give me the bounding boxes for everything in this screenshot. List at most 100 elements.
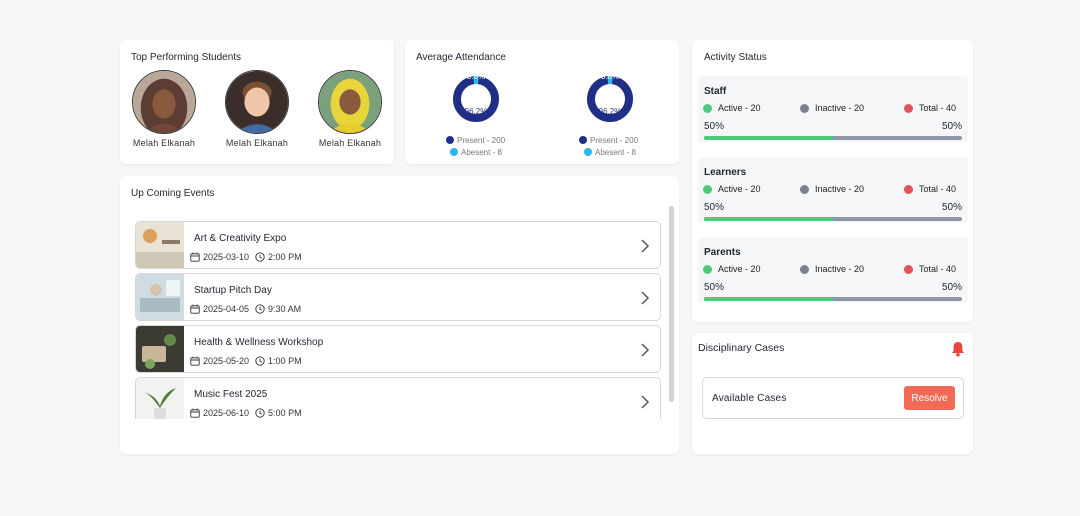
stat-total-label: Total - 40 <box>919 184 957 194</box>
clock-icon <box>255 408 265 418</box>
calendar-icon <box>190 252 200 262</box>
attendance-legend: Present - 200 Abesent - 8 <box>579 135 638 159</box>
student-name: Melah Elkanah <box>318 138 382 148</box>
events-scrollbar[interactable] <box>669 206 674 402</box>
left-percent: 50% <box>704 202 725 213</box>
absent-dot-icon <box>584 148 592 156</box>
chevron-right-icon[interactable] <box>640 394 650 410</box>
event-item[interactable]: Music Fest 2025 2025-06-10 5:00 PM <box>135 377 661 419</box>
stat-active: Active - 20 <box>703 184 761 194</box>
student-card[interactable]: Melah Elkanah <box>310 70 390 148</box>
event-item[interactable]: Art & Creativity Expo 2025-03-10 2:00 PM <box>135 221 661 269</box>
event-title: Startup Pitch Day <box>194 285 272 296</box>
total-dot-icon <box>904 103 913 113</box>
progress-bar <box>704 217 962 221</box>
donut-present-pct: 96.2% <box>598 107 622 116</box>
stat-total: Total - 40 <box>904 103 956 113</box>
event-item[interactable]: Health & Wellness Workshop 2025-05-20 1:… <box>135 325 661 373</box>
event-date: 2025-03-10 <box>203 252 250 262</box>
stat-inactive: Inactive - 20 <box>800 264 864 274</box>
progress-bar-fill <box>704 297 833 301</box>
event-meta: 2025-06-10 5:00 PM <box>190 408 302 418</box>
event-meta: 2025-03-10 2:00 PM <box>190 252 302 262</box>
stat-total: Total - 40 <box>904 264 956 274</box>
activity-title: Activity Status <box>704 52 767 63</box>
student-name: Melah Elkanah <box>225 138 289 148</box>
clock-icon <box>255 304 265 314</box>
right-percent: 50% <box>941 121 962 132</box>
event-meta: 2025-05-20 1:00 PM <box>190 356 302 366</box>
stat-active: Active - 20 <box>703 264 761 274</box>
inactive-dot-icon <box>800 103 809 113</box>
left-percent: 50% <box>704 282 725 293</box>
student-avatar <box>132 70 196 134</box>
absent-dot-icon <box>450 148 458 156</box>
present-dot-icon <box>579 136 587 144</box>
stat-active-label: Active - 20 <box>718 184 761 194</box>
right-percent: 50% <box>941 202 962 213</box>
calendar-icon <box>190 356 200 366</box>
stat-active-label: Active - 20 <box>718 103 761 113</box>
group-title: Staff <box>704 86 727 97</box>
legend-absent: Abesent - 8 <box>446 147 505 159</box>
event-title: Health & Wellness Workshop <box>194 337 324 348</box>
active-dot-icon <box>703 184 712 194</box>
chevron-right-icon[interactable] <box>640 342 650 358</box>
disciplinary-card: Disciplinary Cases Available Cases Resol… <box>692 333 973 454</box>
activity-group-staff: Staff Active - 20 Inactive - 20 Total - … <box>698 76 968 142</box>
event-title: Art & Creativity Expo <box>194 233 287 244</box>
attendance-donut[interactable]: 3.8% 96.2% <box>451 72 501 124</box>
progress-bar <box>704 297 962 301</box>
donut-present-pct: 96.2% <box>464 107 488 116</box>
stat-inactive: Inactive - 20 <box>800 184 864 194</box>
group-title: Parents <box>704 247 741 258</box>
events-card: Up Coming Events Art & Creativity Expo 2… <box>120 176 679 454</box>
group-title: Learners <box>704 167 747 178</box>
active-dot-icon <box>703 264 712 274</box>
right-percent: 50% <box>941 282 962 293</box>
event-time: 5:00 PM <box>268 408 302 418</box>
student-card[interactable]: Melah Elkanah <box>217 70 297 148</box>
events-title: Up Coming Events <box>131 188 215 199</box>
stat-active: Active - 20 <box>703 103 761 113</box>
event-thumbnail <box>136 378 184 419</box>
student-avatar <box>225 70 289 134</box>
event-item[interactable]: Startup Pitch Day 2025-04-05 9:30 AM <box>135 273 661 321</box>
attendance-legend: Present - 200 Abesent - 8 <box>446 135 505 159</box>
event-time: 9:30 AM <box>268 304 302 314</box>
stat-inactive-label: Inactive - 20 <box>815 184 865 194</box>
student-avatar <box>318 70 382 134</box>
legend-present: Present - 200 <box>579 135 638 147</box>
activity-card: Activity Status Staff Active - 20 Inacti… <box>692 40 973 322</box>
event-meta: 2025-04-05 9:30 AM <box>190 304 301 314</box>
attendance-donut[interactable]: 3.8% 96.2% <box>585 72 635 124</box>
clock-icon <box>255 356 265 366</box>
chevron-right-icon[interactable] <box>640 238 650 254</box>
stat-inactive-label: Inactive - 20 <box>815 264 865 274</box>
left-percent: 50% <box>704 121 725 132</box>
clock-icon <box>255 252 265 262</box>
student-name: Melah Elkanah <box>132 138 196 148</box>
event-thumbnail <box>136 326 184 372</box>
calendar-icon <box>190 408 200 418</box>
stat-active-label: Active - 20 <box>718 264 761 274</box>
activity-group-parents: Parents Active - 20 Inactive - 20 Total … <box>698 237 968 303</box>
calendar-icon <box>190 304 200 314</box>
attendance-card: Average Attendance 3.8% 96.2% Present - … <box>405 40 679 164</box>
present-label: Present - 200 <box>590 136 639 145</box>
top-students-card: Top Performing Students Melah Elkanah Me… <box>120 40 394 164</box>
student-card[interactable]: Melah Elkanah <box>124 70 204 148</box>
stat-total-label: Total - 40 <box>919 103 957 113</box>
event-date: 2025-05-20 <box>203 356 250 366</box>
total-dot-icon <box>904 264 913 274</box>
event-title: Music Fest 2025 <box>194 389 268 400</box>
bell-icon[interactable] <box>951 341 965 357</box>
available-cases-box: Available Cases Resolve <box>702 377 964 419</box>
chevron-right-icon[interactable] <box>640 290 650 306</box>
attendance-title: Average Attendance <box>416 52 506 63</box>
resolve-button[interactable]: Resolve <box>904 386 955 410</box>
event-thumbnail <box>136 274 184 320</box>
available-cases-label: Available Cases <box>712 393 787 404</box>
absent-label: Abesent - 8 <box>595 148 636 157</box>
progress-bar-fill <box>704 217 833 221</box>
